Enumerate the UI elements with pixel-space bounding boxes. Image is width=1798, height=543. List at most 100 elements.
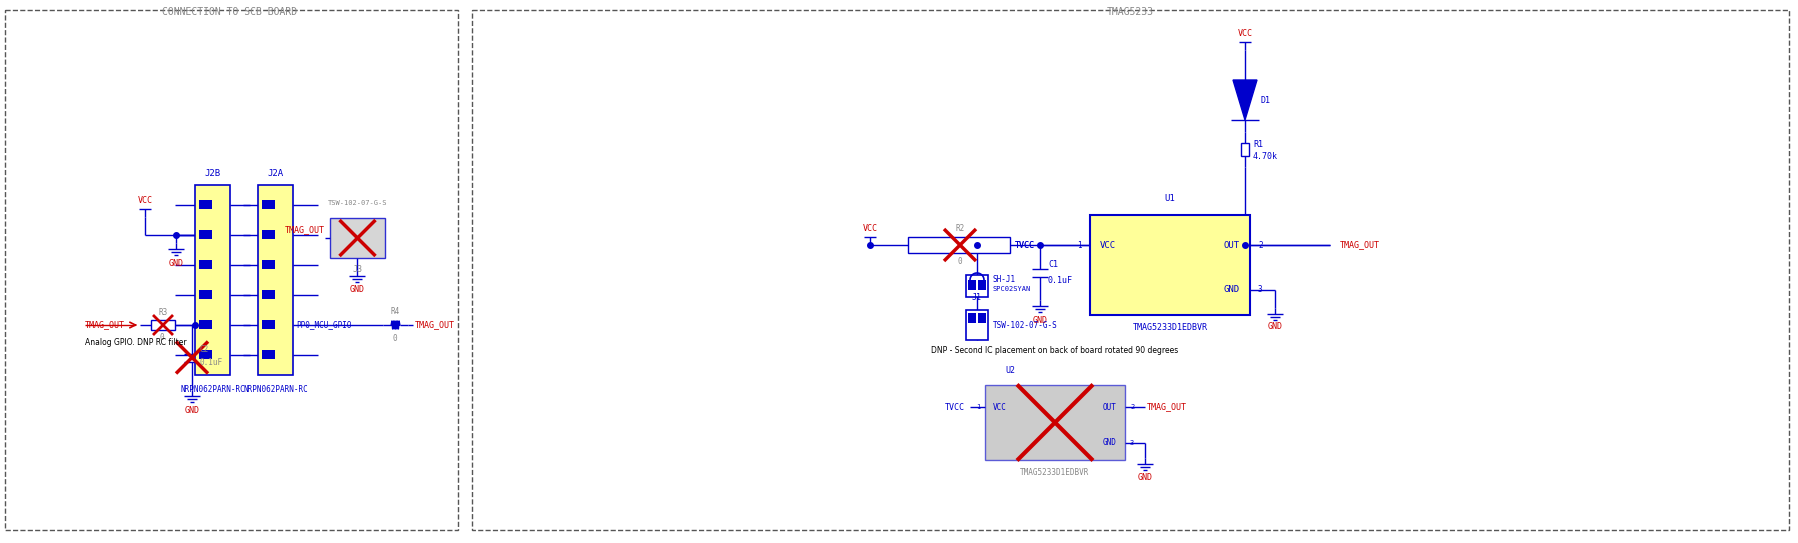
Text: 2: 2: [203, 200, 207, 210]
Text: PP0_MCU_GPIO: PP0_MCU_GPIO: [297, 320, 351, 330]
Text: NRPN062PARN-RC: NRPN062PARN-RC: [243, 385, 307, 394]
Text: TVCC: TVCC: [1014, 241, 1034, 249]
Bar: [263, 230, 275, 239]
Text: TSW-102-07-G-S: TSW-102-07-G-S: [992, 320, 1057, 330]
Text: J3: J3: [352, 265, 363, 274]
Bar: [194, 185, 230, 375]
Text: 3: 3: [1129, 440, 1133, 446]
Text: GND: GND: [169, 259, 183, 268]
Text: 3: 3: [266, 230, 270, 239]
Bar: [200, 260, 212, 269]
Text: GND: GND: [1102, 439, 1117, 447]
Text: U1: U1: [1163, 194, 1174, 203]
Text: 12: 12: [200, 350, 210, 359]
Text: 0: 0: [392, 334, 397, 343]
Bar: [978, 280, 985, 290]
Text: 2: 2: [1257, 241, 1262, 249]
Bar: [329, 218, 385, 258]
Bar: [263, 320, 275, 329]
Text: TMAG_OUT: TMAG_OUT: [1147, 402, 1187, 412]
Text: 1: 1: [975, 404, 980, 410]
Bar: [263, 290, 275, 299]
Text: C1: C1: [1048, 260, 1057, 269]
Bar: [200, 200, 212, 209]
Text: TMAG_OUT: TMAG_OUT: [415, 320, 455, 330]
Bar: [967, 313, 976, 323]
Text: TVCC: TVCC: [1014, 241, 1034, 249]
Text: 7: 7: [266, 291, 270, 300]
Text: J1: J1: [971, 293, 982, 302]
Text: R2: R2: [955, 224, 964, 233]
Text: R3: R3: [158, 308, 169, 317]
Text: J2B: J2B: [205, 169, 221, 178]
Bar: [908, 237, 1009, 253]
Text: GND: GND: [351, 285, 365, 294]
Bar: [967, 280, 976, 290]
Text: DNP - Second IC placement on back of board rotated 90 degrees: DNP - Second IC placement on back of boa…: [931, 346, 1178, 355]
Text: NRPN062PARN-RC: NRPN062PARN-RC: [180, 385, 245, 394]
Text: 5: 5: [266, 261, 270, 269]
Text: GND: GND: [1223, 286, 1239, 294]
Text: 0: 0: [160, 333, 164, 342]
Bar: [200, 350, 212, 359]
Bar: [985, 385, 1124, 460]
Text: OUT: OUT: [1102, 402, 1117, 412]
Text: U2: U2: [1005, 366, 1014, 375]
Text: SPC02SYAN: SPC02SYAN: [992, 286, 1030, 292]
Bar: [471, 10, 1787, 530]
Text: 0: 0: [957, 257, 962, 266]
Text: 4: 4: [203, 230, 207, 239]
Text: R4: R4: [390, 307, 399, 316]
Text: 1: 1: [266, 200, 270, 210]
Text: C2: C2: [200, 345, 209, 354]
Text: TMAG5233: TMAG5233: [1106, 7, 1153, 17]
Bar: [257, 185, 293, 375]
Text: 3: 3: [1257, 286, 1262, 294]
Text: VCC: VCC: [1237, 29, 1251, 38]
Text: 1: 1: [1077, 241, 1081, 249]
Bar: [5, 10, 458, 530]
Text: VCC: VCC: [137, 196, 153, 205]
Text: SH-J1: SH-J1: [992, 275, 1016, 285]
Bar: [151, 320, 174, 330]
Text: 0.1uF: 0.1uF: [1048, 276, 1072, 285]
Bar: [1241, 143, 1248, 156]
Bar: [200, 320, 212, 329]
Bar: [1090, 215, 1250, 315]
Text: TVCC: TVCC: [944, 402, 964, 412]
Text: J2A: J2A: [268, 169, 284, 178]
Text: VCC: VCC: [992, 402, 1007, 412]
Bar: [263, 350, 275, 359]
Text: GND: GND: [1268, 322, 1282, 331]
Text: VCC: VCC: [1099, 241, 1115, 249]
Text: TMAG_OUT: TMAG_OUT: [284, 225, 325, 235]
Bar: [263, 200, 275, 209]
Text: TMAG_OUT: TMAG_OUT: [85, 320, 124, 330]
Text: TMAG5233D1EDBVR: TMAG5233D1EDBVR: [1133, 323, 1206, 332]
Bar: [966, 310, 987, 340]
Text: 6: 6: [203, 261, 207, 269]
Text: GND: GND: [1136, 473, 1153, 482]
Polygon shape: [1232, 80, 1257, 120]
Text: 0.1uF: 0.1uF: [200, 358, 223, 367]
Text: OUT: OUT: [1223, 241, 1239, 249]
Text: VCC: VCC: [861, 224, 877, 233]
Bar: [978, 313, 985, 323]
Text: TMAG5233D1EDBVR: TMAG5233D1EDBVR: [1019, 468, 1090, 477]
Text: CONNECTION TO SCB BOARD: CONNECTION TO SCB BOARD: [162, 7, 297, 17]
Text: Analog GPIO. DNP RC filter: Analog GPIO. DNP RC filter: [85, 338, 187, 347]
Text: 10: 10: [200, 320, 210, 330]
Bar: [200, 290, 212, 299]
Bar: [263, 260, 275, 269]
Text: GND: GND: [1032, 316, 1046, 325]
Bar: [200, 230, 212, 239]
Text: 9: 9: [266, 320, 270, 330]
Bar: [966, 275, 987, 297]
Text: 4.70k: 4.70k: [1251, 152, 1277, 161]
Text: 8: 8: [203, 291, 207, 300]
Text: R1: R1: [1251, 140, 1262, 149]
Text: D1: D1: [1260, 96, 1271, 104]
Text: 2: 2: [1129, 404, 1133, 410]
Text: 11: 11: [263, 350, 273, 359]
Text: GND: GND: [185, 406, 200, 415]
